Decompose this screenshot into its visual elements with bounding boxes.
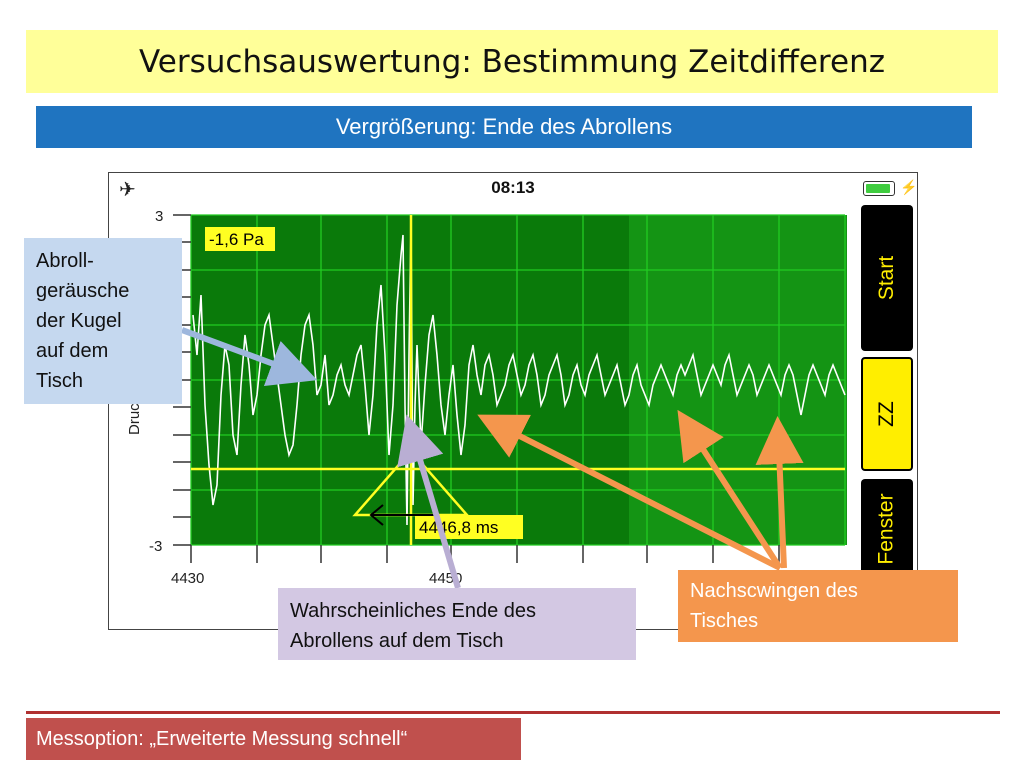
y-tick-max: 3 [155,208,163,225]
status-time: 08:13 [491,178,535,197]
y-tick-min: -3 [149,538,162,555]
footer-divider [26,711,1000,714]
callout-ende-abrollen: Wahrscheinliches Ende des Abrollens auf d… [278,588,636,660]
slide-title-bar: Versuchsauswertung: Bestimmung Zeitdiffe… [26,30,998,93]
x-tick-4430: 4430 [171,570,204,587]
airplane-mode-icon: ✈ [119,179,136,201]
phone-screenshot: ✈ 08:13 ⚡ [108,172,918,630]
status-bar: ✈ 08:13 ⚡ [109,173,917,203]
value-readout-box [205,227,275,251]
x-tick-4450: 4450 [429,570,462,587]
fenster-button[interactable]: Fenster [861,479,913,579]
zz-button[interactable]: ZZ [861,357,913,471]
slide-title: Versuchsauswertung: Bestimmung Zeitdiffe… [139,43,885,80]
pressure-plot[interactable]: 3 -3 4430 4450 Druck -1,6 Pa 4446,8 ms [109,205,859,615]
start-button[interactable]: Start [861,205,913,351]
y-axis-label: Druck [126,395,143,435]
charging-bolt-icon: ⚡ [900,179,918,195]
time-readout: 4446,8 ms [419,518,498,537]
battery-icon: ⚡ [863,179,917,196]
footer-messoption: Messoption: „Erweiterte Messung schnell“ [26,718,521,760]
callout-nachschwingen: Nachscwingen des Tisches [678,570,958,642]
value-readout: -1,6 Pa [209,230,264,249]
slide-subtitle: Vergrößerung: Ende des Abrollens [36,106,972,148]
drag-arrow-icon [369,504,384,526]
callout-abrollgeraeusche: Abroll-geräusche der Kugel auf dem Tisch [24,238,182,404]
